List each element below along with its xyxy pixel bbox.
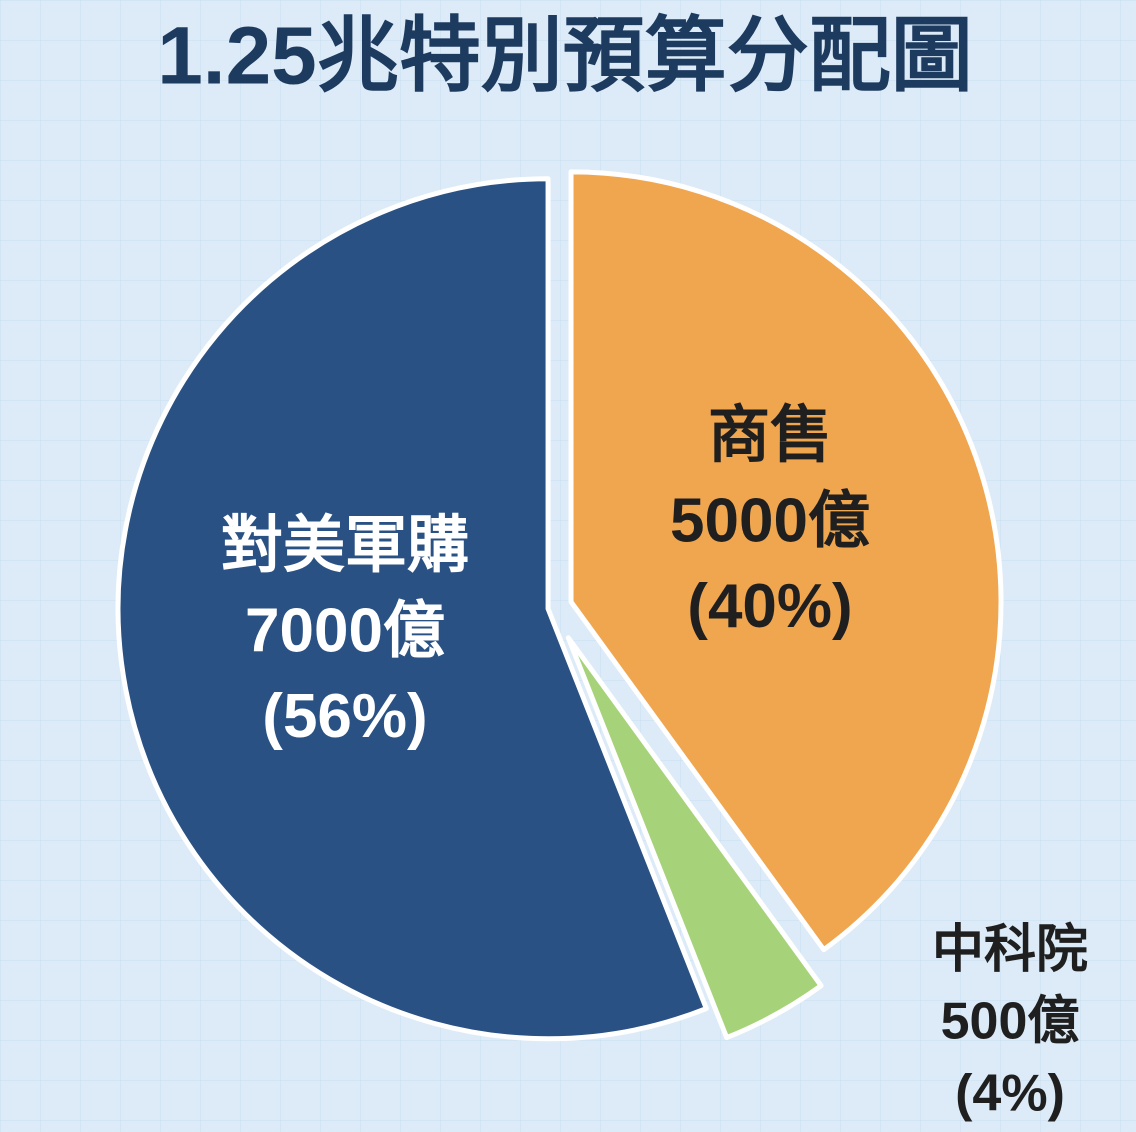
category-label: 商售: [708, 401, 832, 470]
value-label: 7000億: [245, 596, 445, 665]
pie-slice: [568, 169, 1004, 953]
pie-slice: [565, 635, 824, 1041]
pie-slice: [115, 176, 709, 1042]
category-label: 對美軍購: [221, 511, 469, 580]
percent-label: (4%): [955, 1064, 1065, 1122]
percent-label: (56%): [262, 682, 427, 751]
value-label: 5000億: [670, 486, 870, 555]
value-label: 500億: [941, 993, 1080, 1051]
pie: [115, 169, 1004, 1042]
labels: 商售 5000億 (40%) 中科院 500億 (4%) 對美軍購 7000億 (56%): [221, 401, 1088, 1123]
category-label: 中科院: [932, 921, 1088, 979]
percent-label: (40%): [687, 572, 852, 641]
chart-title: 1.25兆特別預算分配圖: [157, 11, 973, 102]
